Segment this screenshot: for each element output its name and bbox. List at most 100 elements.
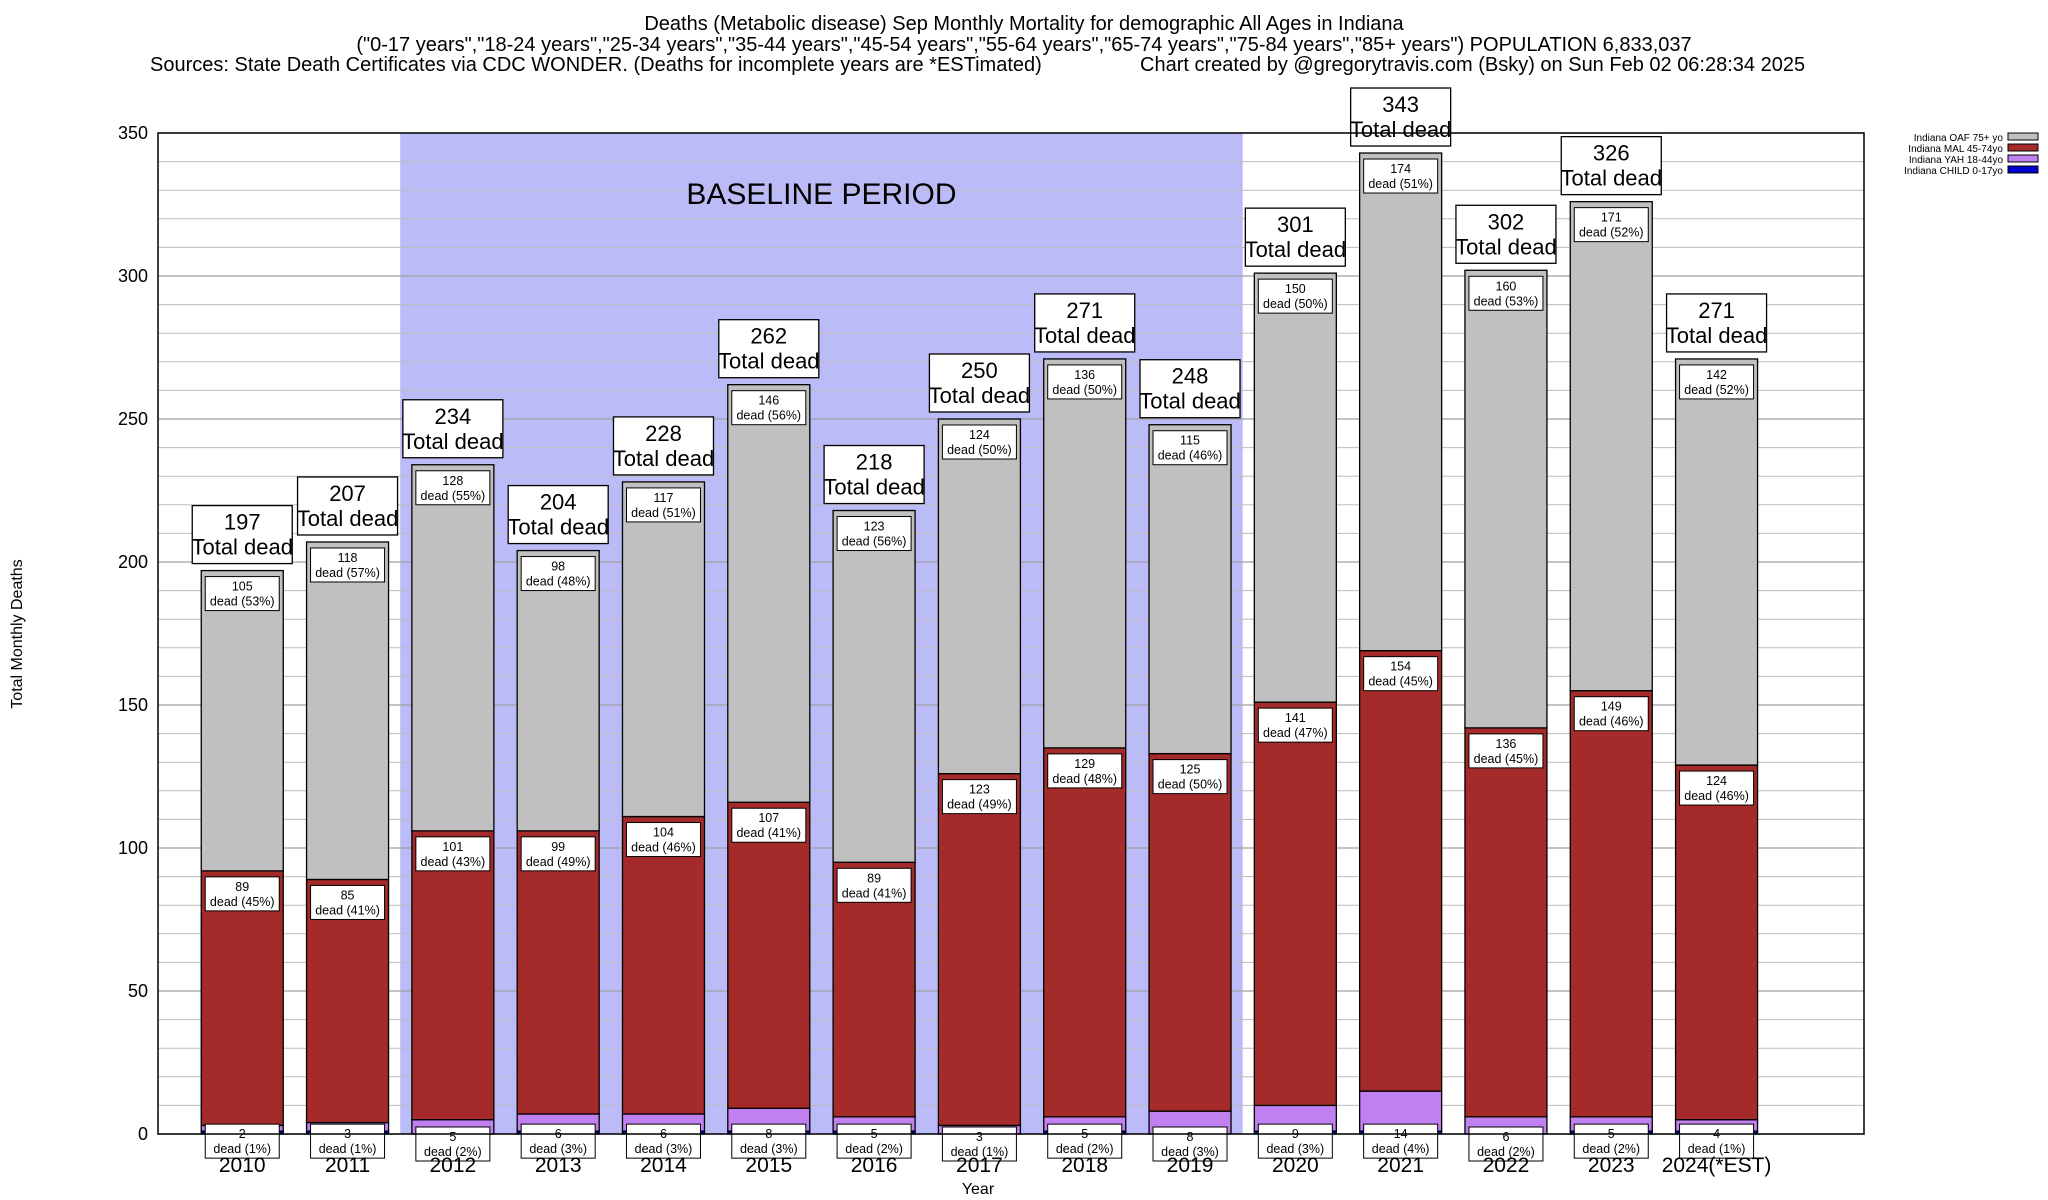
data-label-value: 99	[551, 840, 565, 854]
total-label: Total dead	[507, 515, 609, 540]
legend-label: Indiana OAF 75+ yo	[1914, 133, 2004, 144]
x-tick-label: 2012	[430, 1154, 477, 1177]
data-label-value: 85	[341, 888, 355, 902]
data-label-box	[1363, 158, 1439, 194]
bar-segment-mal	[1464, 727, 1548, 1118]
data-label-percent: dead (43%)	[421, 855, 486, 869]
total-value: 234	[435, 404, 472, 429]
data-label-percent: dead (46%)	[1158, 449, 1223, 463]
bar-segment-mal	[937, 772, 1022, 1127]
data-label-box	[1679, 770, 1755, 806]
total-label: Total dead	[929, 383, 1031, 408]
data-label-box	[1047, 753, 1123, 789]
data-label-value: 5	[449, 1130, 456, 1144]
data-label-value: 117	[654, 491, 674, 505]
data-label-percent: dead (46%)	[1579, 715, 1644, 729]
data-label-box	[204, 876, 280, 912]
x-tick-label: 2011	[325, 1154, 370, 1177]
legend-label: Indiana CHILD 0-17yo	[1904, 166, 2003, 177]
data-label-percent: dead (2%)	[1477, 1145, 1535, 1159]
total-label-box	[1665, 293, 1768, 353]
y-tick-label: 300	[118, 266, 148, 286]
bar-segment-oaf	[1464, 269, 1548, 729]
data-label-value: 150	[1285, 282, 1306, 296]
data-label-box	[310, 884, 386, 920]
data-label-percent: dead (49%)	[947, 798, 1012, 812]
data-label-box	[204, 1123, 280, 1159]
data-label-percent: dead (1%)	[1688, 1142, 1746, 1156]
bar-segment-oaf	[1569, 200, 1653, 692]
data-label-percent: dead (57%)	[315, 566, 380, 580]
data-label-box	[836, 516, 912, 552]
total-label-box	[1455, 204, 1557, 264]
data-label-value: 123	[864, 520, 885, 534]
chart-credit: Chart created by @gregorytravis.com (Bsk…	[1140, 54, 1806, 76]
data-label-box	[1257, 278, 1333, 314]
bar-segment-mal	[1043, 747, 1127, 1118]
data-label-value: 171	[1601, 211, 1622, 225]
data-label-percent: dead (46%)	[1684, 789, 1749, 803]
data-label-percent: dead (53%)	[210, 595, 275, 609]
data-label-percent: dead (50%)	[1158, 778, 1223, 792]
legend-label: Indiana YAH 18-44yo	[1909, 155, 2004, 166]
data-label-percent: dead (47%)	[1263, 726, 1328, 740]
data-label-value: 124	[1706, 774, 1727, 788]
sources-note: Sources: State Death Certificates via CD…	[150, 54, 1042, 76]
total-value: 207	[329, 481, 366, 506]
data-label-box	[1152, 430, 1228, 466]
data-label-percent: dead (3%)	[1266, 1142, 1324, 1156]
data-label-box	[625, 487, 701, 523]
data-label-percent: dead (4%)	[1372, 1142, 1430, 1156]
bar-segment-mal	[200, 870, 284, 1127]
data-label-box	[1363, 1123, 1439, 1159]
data-label-box	[731, 390, 807, 426]
total-value: 301	[1277, 212, 1314, 237]
plot-border	[157, 132, 1865, 1135]
data-label-box	[625, 822, 701, 858]
data-label-value: 105	[232, 580, 253, 594]
total-value: 271	[1698, 298, 1735, 323]
total-label: Total dead	[402, 429, 504, 454]
data-label-percent: dead (46%)	[631, 841, 696, 855]
data-label-percent: dead (3%)	[529, 1142, 587, 1156]
data-label-box	[520, 556, 596, 592]
bar-segment-mal	[621, 815, 706, 1115]
bar-segment-mal	[727, 801, 811, 1109]
bar-segment-oaf	[1674, 358, 1759, 766]
data-label-value: 89	[235, 880, 249, 894]
data-label-percent: dead (2%)	[1582, 1142, 1640, 1156]
x-tick-label: 2020	[1272, 1154, 1319, 1177]
y-tick-label: 350	[118, 123, 148, 143]
data-label-box	[415, 836, 491, 872]
x-tick-label: 2022	[1483, 1154, 1530, 1177]
data-label-value: 128	[442, 474, 463, 488]
total-label: Total dead	[1560, 166, 1662, 191]
data-label-box	[941, 424, 1017, 460]
total-label-box	[1034, 293, 1136, 353]
x-tick-label: 2010	[219, 1154, 266, 1177]
data-label-percent: dead (1%)	[319, 1142, 377, 1156]
data-label-value: 125	[1180, 763, 1201, 777]
data-label-box	[1047, 1123, 1123, 1159]
x-tick-label: 2014	[640, 1154, 687, 1177]
legend-swatch-mal	[2007, 143, 2039, 152]
data-label-box	[1573, 696, 1649, 732]
y-axis-title: Total Monthly Deaths	[9, 559, 26, 708]
data-label-value: 136	[1074, 368, 1095, 382]
x-tick-label: 2013	[535, 1154, 582, 1177]
total-value: 197	[224, 510, 261, 535]
total-label: Total dead	[1245, 237, 1347, 262]
data-label-percent: dead (2%)	[845, 1142, 903, 1156]
data-label-value: 174	[1390, 162, 1411, 176]
total-value: 250	[961, 358, 998, 383]
x-axis-title: Year	[962, 1181, 995, 1198]
x-tick-label: 2017	[956, 1154, 1003, 1177]
data-label-percent: dead (3%)	[740, 1142, 798, 1156]
data-label-value: 154	[1390, 660, 1411, 674]
data-label-box	[1468, 275, 1544, 311]
total-label-box	[191, 504, 293, 565]
x-tick-label: 2023	[1588, 1154, 1635, 1177]
data-label-box	[310, 1123, 386, 1159]
bar-segment-mal	[1148, 752, 1232, 1112]
